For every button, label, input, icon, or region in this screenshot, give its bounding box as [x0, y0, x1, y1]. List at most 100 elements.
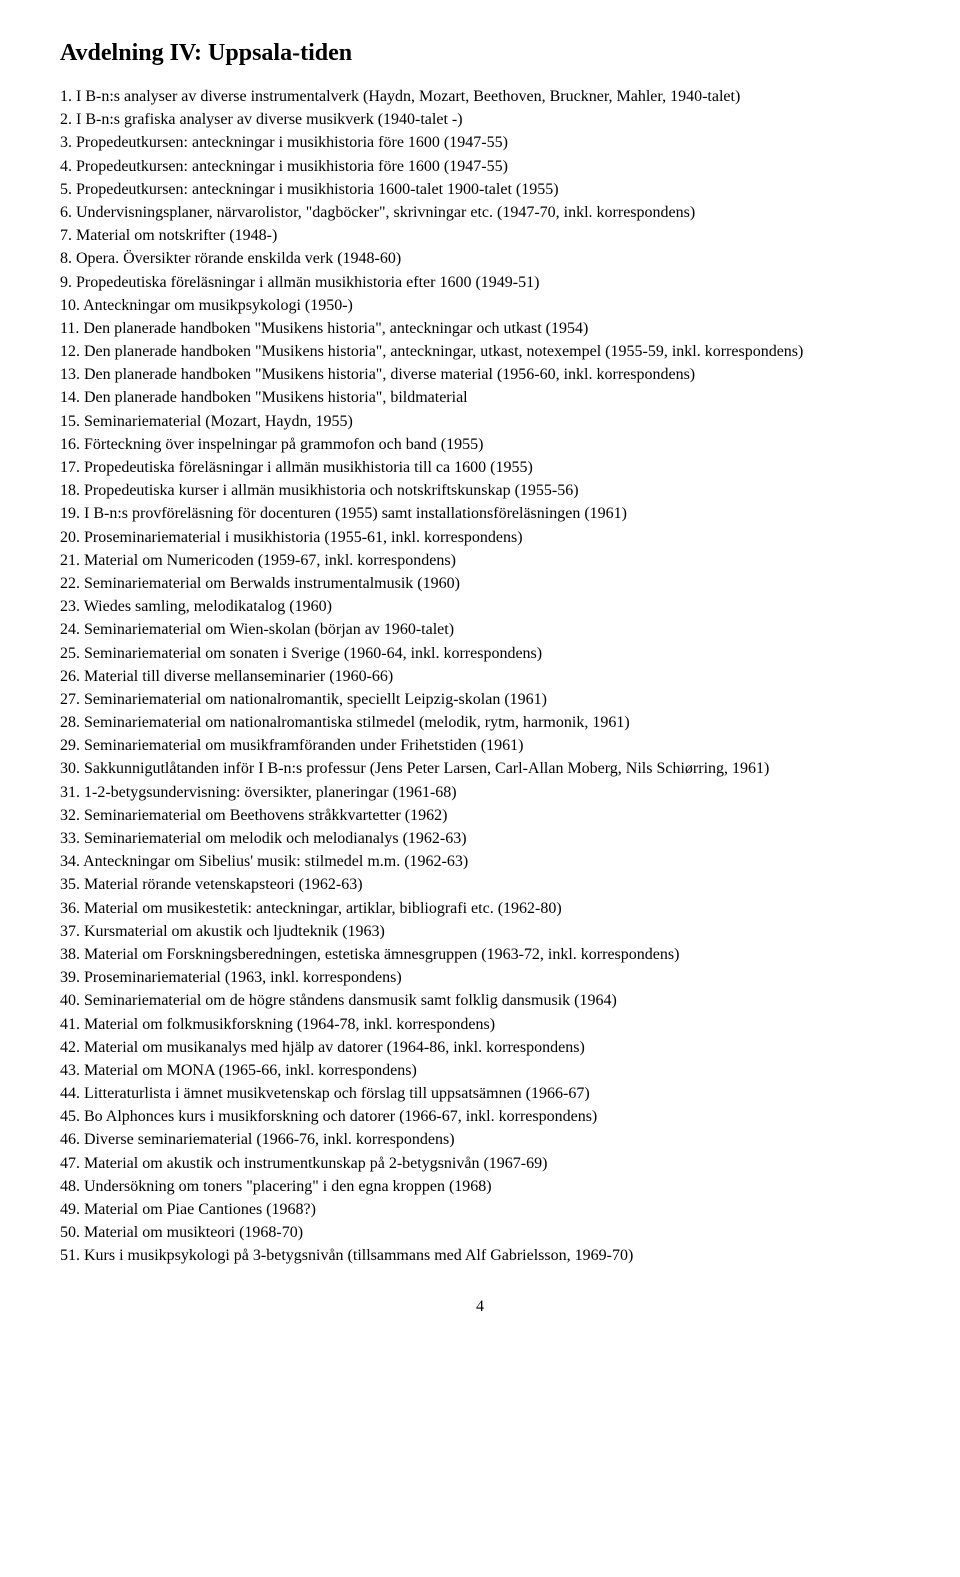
list-item-number: 5.: [60, 181, 76, 198]
page-number: 4: [60, 1298, 900, 1316]
list-item: 50. Material om musikteori (1968-70): [60, 1221, 900, 1244]
list-item: 43. Material om MONA (1965-66, inkl. kor…: [60, 1059, 900, 1082]
list-item-number: 2.: [60, 111, 76, 128]
list-item-number: 6.: [60, 204, 76, 221]
list-item: 12. Den planerade handboken "Musikens hi…: [60, 340, 900, 363]
list-item-number: 12.: [60, 343, 84, 360]
list-item: 35. Material rörande vetenskapsteori (19…: [60, 873, 900, 896]
list-item-number: 40.: [60, 992, 84, 1009]
list-item-number: 33.: [60, 830, 84, 847]
list-item-text: Seminariematerial om musikframföranden u…: [84, 737, 523, 754]
list-item: 24. Seminariematerial om Wien-skolan (bö…: [60, 618, 900, 641]
list-item-number: 19.: [60, 505, 84, 522]
list-item: 11. Den planerade handboken "Musikens hi…: [60, 317, 900, 340]
list-item-text: Material om musikestetik: anteckningar, …: [84, 900, 562, 917]
list-item-text: Material om musikanalys med hjälp av dat…: [84, 1039, 585, 1056]
list-item: 5. Propedeutkursen: anteckningar i musik…: [60, 178, 900, 201]
list-item: 45. Bo Alphonces kurs i musikforskning o…: [60, 1105, 900, 1128]
list-item-number: 18.: [60, 482, 84, 499]
section-title: Avdelning IV: Uppsala-tiden: [60, 40, 900, 67]
list-item-text: Seminariematerial om Berwalds instrument…: [84, 575, 460, 592]
list-item: 34. Anteckningar om Sibelius' musik: sti…: [60, 850, 900, 873]
list-item: 20. Proseminariematerial i musikhistoria…: [60, 526, 900, 549]
list-item-number: 46.: [60, 1131, 84, 1148]
list-item-number: 25.: [60, 645, 84, 662]
list-item-number: 42.: [60, 1039, 84, 1056]
list-item-text: Seminariematerial (Mozart, Haydn, 1955): [84, 413, 353, 430]
list-item: 39. Proseminariematerial (1963, inkl. ko…: [60, 966, 900, 989]
list-item: 14. Den planerade handboken "Musikens hi…: [60, 386, 900, 409]
list-item-text: Anteckningar om Sibelius' musik: stilmed…: [83, 853, 468, 870]
list-item-text: Litteraturlista i ämnet musikvetenskap o…: [84, 1085, 590, 1102]
list-item-text: Material om musikteori (1968-70): [84, 1224, 303, 1241]
list-item: 51. Kurs i musikpsykologi på 3-betygsniv…: [60, 1244, 900, 1267]
list-item-number: 23.: [60, 598, 84, 615]
list-item: 42. Material om musikanalys med hjälp av…: [60, 1036, 900, 1059]
list-item-number: 37.: [60, 923, 84, 940]
list-item: 44. Litteraturlista i ämnet musikvetensk…: [60, 1082, 900, 1105]
list-item: 7. Material om notskrifter (1948-): [60, 224, 900, 247]
list-item-number: 17.: [60, 459, 84, 476]
list-item-text: Material om MONA (1965-66, inkl. korresp…: [84, 1062, 417, 1079]
list-item-number: 51.: [60, 1247, 84, 1264]
list-item-text: 1-2-betygsundervisning: översikter, plan…: [84, 784, 457, 801]
list-item: 33. Seminariematerial om melodik och mel…: [60, 827, 900, 850]
list-item: 46. Diverse seminariematerial (1966-76, …: [60, 1128, 900, 1151]
list-item-number: 14.: [60, 389, 84, 406]
list-item-number: 26.: [60, 668, 84, 685]
list-item: 29. Seminariematerial om musikframförand…: [60, 734, 900, 757]
list-item-text: Den planerade handboken "Musikens histor…: [83, 320, 588, 337]
list-item: 2. I B-n:s grafiska analyser av diverse …: [60, 108, 900, 131]
list-item-text: Material till diverse mellanseminarier (…: [84, 668, 393, 685]
list-item-number: 48.: [60, 1178, 84, 1195]
list-item-number: 11.: [60, 320, 83, 337]
list-item-text: Material om folkmusikforskning (1964-78,…: [84, 1016, 495, 1033]
list-item-text: Material om Numericoden (1959-67, inkl. …: [84, 552, 456, 569]
list-item-number: 29.: [60, 737, 84, 754]
list-item-number: 28.: [60, 714, 84, 731]
list-item: 22. Seminariematerial om Berwalds instru…: [60, 572, 900, 595]
list-item-text: Undervisningsplaner, närvarolistor, "dag…: [76, 204, 695, 221]
list-item-text: Seminariematerial om de högre ståndens d…: [84, 992, 617, 1009]
list-item-number: 3.: [60, 134, 76, 151]
list-item: 49. Material om Piae Cantiones (1968?): [60, 1198, 900, 1221]
list-item-text: Propedeutkursen: anteckningar i musikhis…: [76, 134, 508, 151]
list-item-number: 15.: [60, 413, 84, 430]
list-item-number: 16.: [60, 436, 84, 453]
list-item-text: Den planerade handboken "Musikens histor…: [84, 389, 468, 406]
list-item-number: 8.: [60, 250, 76, 267]
numbered-list: 1. I B-n:s analyser av diverse instrumen…: [60, 85, 900, 1268]
list-item: 41. Material om folkmusikforskning (1964…: [60, 1013, 900, 1036]
list-item-text: Propedeutkursen: anteckningar i musikhis…: [76, 158, 508, 175]
list-item-text: Material rörande vetenskapsteori (1962-6…: [84, 876, 363, 893]
list-item: 32. Seminariematerial om Beethovens strå…: [60, 804, 900, 827]
list-item: 1. I B-n:s analyser av diverse instrumen…: [60, 85, 900, 108]
list-item-number: 47.: [60, 1155, 84, 1172]
list-item: 10. Anteckningar om musikpsykologi (1950…: [60, 294, 900, 317]
list-item-number: 30.: [60, 760, 84, 777]
list-item-number: 39.: [60, 969, 84, 986]
list-item-text: Den planerade handboken "Musikens histor…: [84, 366, 695, 383]
list-item: 28. Seminariematerial om nationalromanti…: [60, 711, 900, 734]
list-item-number: 22.: [60, 575, 84, 592]
list-item-number: 43.: [60, 1062, 84, 1079]
list-item: 18. Propedeutiska kurser i allmän musikh…: [60, 479, 900, 502]
list-item: 15. Seminariematerial (Mozart, Haydn, 19…: [60, 410, 900, 433]
list-item: 37. Kursmaterial om akustik och ljudtekn…: [60, 920, 900, 943]
list-item-number: 31.: [60, 784, 84, 801]
list-item: 6. Undervisningsplaner, närvarolistor, "…: [60, 201, 900, 224]
list-item-text: Diverse seminariematerial (1966-76, inkl…: [84, 1131, 455, 1148]
list-item-text: Proseminariematerial i musikhistoria (19…: [84, 529, 523, 546]
list-item-number: 4.: [60, 158, 76, 175]
list-item-text: Propedeutkursen: anteckningar i musikhis…: [76, 181, 559, 198]
list-item-number: 20.: [60, 529, 84, 546]
list-item: 26. Material till diverse mellanseminari…: [60, 665, 900, 688]
list-item-text: Opera. Översikter rörande enskilda verk …: [76, 250, 401, 267]
list-item: 31. 1-2-betygsundervisning: översikter, …: [60, 781, 900, 804]
list-item: 13. Den planerade handboken "Musikens hi…: [60, 363, 900, 386]
list-item: 9. Propedeutiska föreläsningar i allmän …: [60, 271, 900, 294]
list-item-text: Propedeutiska kurser i allmän musikhisto…: [84, 482, 579, 499]
list-item-text: Den planerade handboken "Musikens histor…: [84, 343, 803, 360]
list-item-number: 9.: [60, 274, 76, 291]
list-item-number: 35.: [60, 876, 84, 893]
